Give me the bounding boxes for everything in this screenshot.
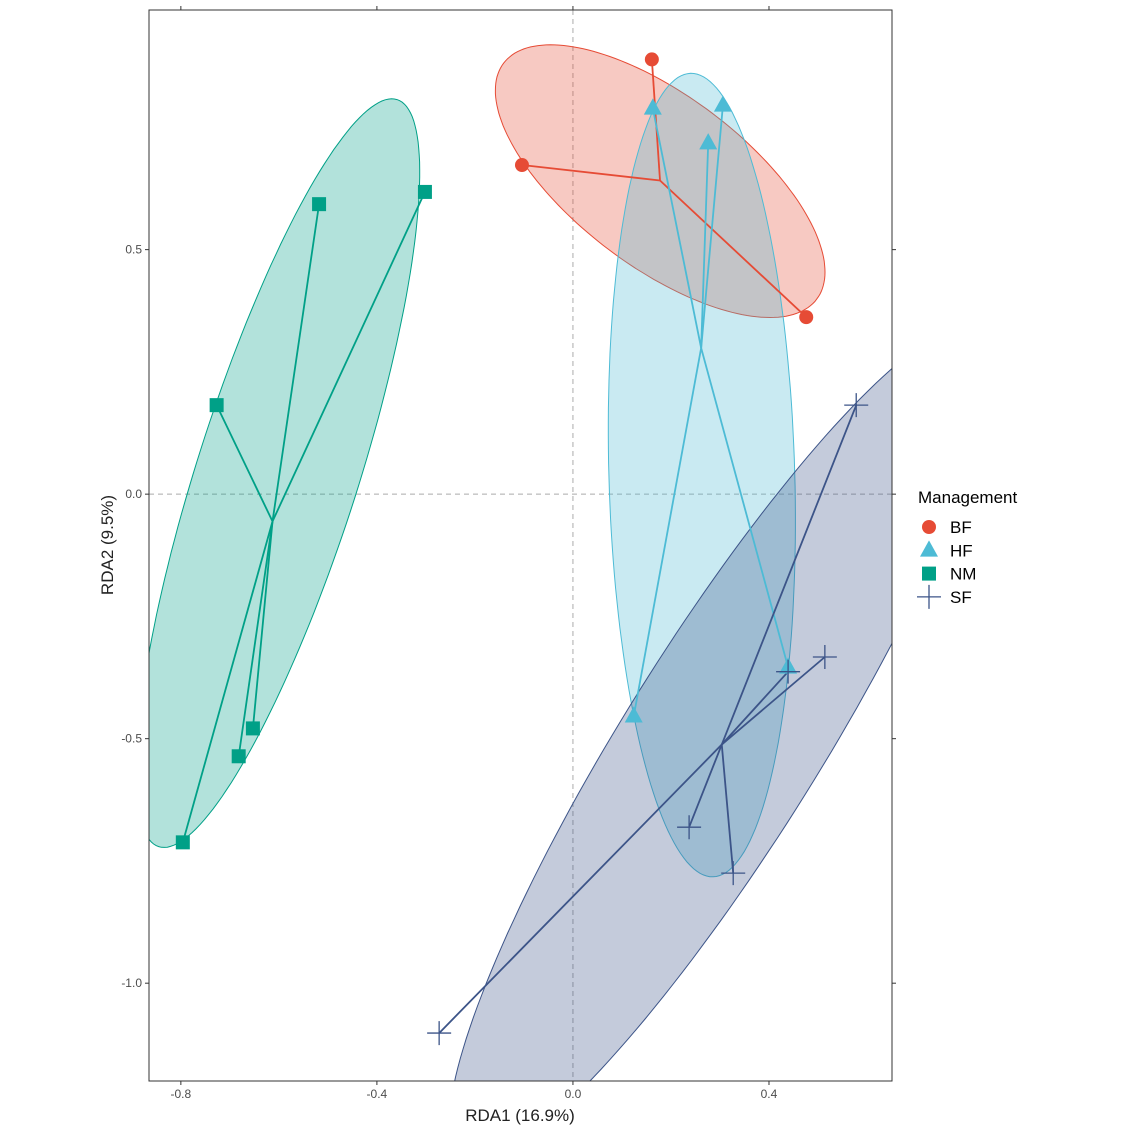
legend-key-circle-icon (922, 520, 936, 534)
spider-line-nm (252, 521, 274, 729)
spider-line-sf (720, 744, 735, 874)
y-tick-label: -1.0 (121, 976, 142, 990)
legend-item-bf: BF (922, 518, 972, 537)
point-sf (844, 393, 869, 418)
spider-line-hf (700, 142, 710, 349)
spider-line-hf (632, 347, 703, 717)
legend-item-hf: HF (920, 540, 973, 560)
sample-points (175, 52, 869, 1046)
x-tick-label: 0.0 (565, 1087, 582, 1101)
reference-lines (149, 10, 892, 1081)
spider-line-nm (271, 204, 320, 522)
spider-line-sf (438, 743, 723, 1034)
spider-line-sf (720, 404, 858, 745)
point-nm (175, 835, 190, 850)
spider-line-sf (721, 656, 826, 746)
y-tick-label: 0.0 (125, 487, 142, 501)
legend-label: SF (950, 588, 972, 607)
y-tick-label: 0.5 (125, 243, 142, 257)
spider-line-nm (181, 521, 274, 843)
spider-line-nm (271, 191, 426, 522)
point-sf (812, 645, 837, 670)
panel-border (148, 9, 893, 1082)
legend-label: HF (950, 541, 973, 560)
legend-title: Management (918, 488, 1018, 507)
spider-line-nm (215, 404, 274, 522)
x-tick-label: -0.8 (171, 1087, 192, 1101)
point-sf (776, 659, 801, 684)
legend-label: NM (950, 565, 976, 584)
point-nm (245, 721, 260, 736)
point-bf (799, 310, 814, 325)
point-bf (644, 52, 659, 67)
spider-line-bf (659, 179, 807, 318)
legend-label: BF (950, 518, 972, 537)
axes: -0.8 -0.4 0.0 0.4 0.5 0.0 -0.5 -1.0 (121, 6, 896, 1101)
y-axis-title: RDA2 (9.5%) (98, 495, 117, 595)
spider-line-sf (688, 744, 723, 828)
x-axis-title: RDA1 (16.9%) (465, 1106, 575, 1125)
ellipse-nm (148, 98, 421, 848)
x-tick-label: 0.4 (761, 1087, 778, 1101)
legend-item-nm: NM (922, 565, 976, 584)
spider-line-nm (237, 521, 274, 757)
legend-key-triangle-icon (920, 540, 938, 557)
spider-line-hf (651, 108, 703, 349)
point-sf (721, 861, 746, 886)
spider-line-bf (521, 164, 661, 182)
point-sf (677, 815, 702, 840)
centroid-spider-lines (181, 59, 858, 1034)
legend: Management BF HF NM SF (917, 488, 1018, 609)
x-tick-label: -0.4 (367, 1087, 388, 1101)
point-hf (624, 706, 643, 723)
point-hf (713, 95, 732, 112)
point-nm (209, 398, 224, 413)
point-bf (514, 158, 529, 173)
point-nm (312, 197, 327, 212)
spider-line-sf (721, 671, 789, 746)
legend-key-square-icon (922, 566, 936, 581)
y-tick-label: -0.5 (121, 732, 142, 746)
point-sf (427, 1021, 452, 1046)
spider-line-hf (700, 105, 724, 349)
legend-item-sf: SF (917, 584, 972, 609)
point-nm (417, 184, 432, 199)
point-nm (231, 749, 246, 764)
ellipse-sf (454, 367, 893, 1082)
confidence-ellipses (148, 44, 893, 1082)
legend-key-plus-icon (917, 584, 941, 609)
point-hf (643, 98, 662, 115)
point-hf (699, 133, 718, 150)
